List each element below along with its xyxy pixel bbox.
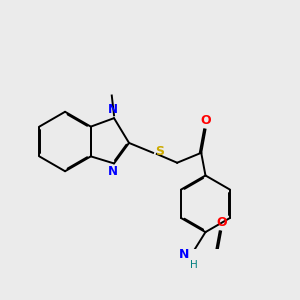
Text: O: O (216, 216, 227, 229)
Text: N: N (108, 165, 118, 178)
Text: H: H (190, 260, 197, 270)
Text: N: N (179, 248, 189, 261)
Text: S: S (155, 145, 164, 158)
Text: N: N (108, 103, 118, 116)
Text: O: O (201, 114, 212, 128)
